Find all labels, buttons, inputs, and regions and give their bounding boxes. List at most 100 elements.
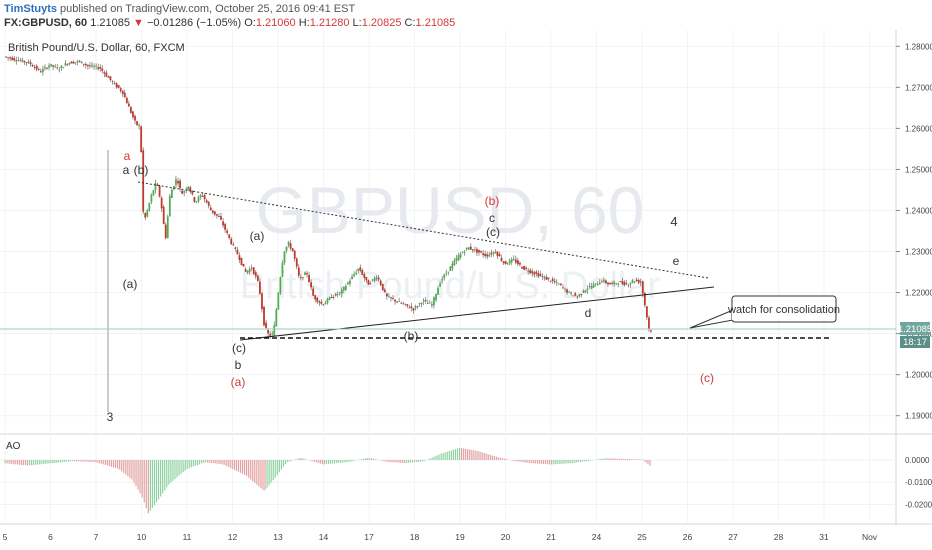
candle-body [619, 281, 622, 282]
candle-body [588, 286, 591, 288]
candle-body [416, 306, 419, 308]
candle-body [355, 272, 358, 275]
time-tick-label: 13 [273, 532, 283, 542]
candle-body [545, 276, 548, 280]
callout-box[interactable] [731, 295, 837, 323]
down-arrow-icon: ▼ [133, 17, 144, 29]
candle-body [306, 273, 308, 275]
candle-body [168, 195, 171, 217]
candle-body [82, 63, 85, 65]
candle-body [175, 179, 177, 185]
candle-body [576, 296, 579, 298]
candle-body [181, 190, 184, 194]
candle-body [345, 285, 347, 290]
wave-label: 3 [107, 410, 114, 424]
candle-body [84, 64, 87, 66]
candle-body [615, 283, 618, 285]
candle-body [457, 255, 460, 261]
time-scale[interactable] [0, 525, 932, 550]
candle-body [154, 182, 157, 191]
candle-body [437, 288, 439, 295]
candle-body [209, 207, 212, 211]
candle-body [480, 250, 482, 253]
ao-pane[interactable] [0, 436, 896, 524]
time-tick-label: 18 [410, 532, 420, 542]
candle-body [142, 150, 145, 212]
price-pane[interactable] [0, 30, 896, 434]
candle-body [183, 191, 186, 193]
candle-body [611, 283, 613, 284]
candle-body [46, 68, 48, 69]
candle-body [7, 57, 9, 59]
time-tick-label: 14 [319, 532, 329, 542]
candle-body [234, 247, 237, 249]
candle-body [232, 244, 235, 246]
watermark-name: British Pound/U.S. Dollar [240, 265, 661, 307]
upper-trendline[interactable] [137, 181, 709, 279]
ao-scale[interactable]: 0.0000 -0.0100 -0.0200 [0, 456, 932, 509]
candle-body [105, 72, 108, 77]
candle-body [218, 216, 220, 218]
candle-body [353, 274, 355, 277]
candle-body [562, 287, 564, 289]
price-scale[interactable]: 1.28000 1.27000 1.26000 1.25000 1.24000 1.230… [896, 42, 932, 421]
candle-body [439, 283, 441, 287]
time-tick-label: 25 [637, 532, 647, 542]
candle-body [256, 275, 259, 281]
candle-body [549, 280, 552, 282]
candle-body [179, 180, 181, 189]
candle-body [369, 282, 372, 284]
candle-body [478, 249, 480, 253]
candle-body [201, 195, 204, 197]
candle-body [365, 277, 368, 281]
candle-body [461, 252, 464, 254]
candle-body [29, 62, 32, 65]
candle-body [54, 66, 57, 67]
candle-body [519, 262, 521, 265]
wave-label: a [124, 149, 131, 163]
candle-body [109, 76, 112, 81]
grid [0, 30, 896, 524]
candle-body [625, 283, 628, 285]
candle-body [121, 90, 124, 95]
candle-body [273, 325, 276, 336]
candle-body [349, 280, 351, 284]
candle-body [402, 303, 405, 305]
published-text: published on TradingView.com, October 25… [60, 3, 356, 15]
candle-body [134, 115, 136, 121]
candle-body [553, 280, 556, 283]
candle-body [639, 281, 642, 283]
candle-body [566, 289, 568, 293]
candle-body [265, 322, 267, 328]
candle-body [367, 279, 370, 286]
author-link[interactable]: TimStuyts [4, 3, 57, 15]
close-value: 1.21085 [415, 17, 456, 29]
chart-area[interactable]: 1.28000 1.27000 1.26000 1.25000 1.24000 1.230… [0, 30, 932, 550]
ao-label: AO [6, 441, 21, 452]
last-price-tag-text: 1.21085 [898, 324, 932, 335]
candle-body [261, 293, 263, 310]
wave-label: (a) [250, 229, 265, 243]
candle-body [144, 212, 147, 218]
lower-trendline[interactable] [239, 286, 715, 341]
candle-body [33, 67, 36, 68]
candle-body [547, 277, 550, 279]
candle-body [543, 276, 546, 279]
candle-body [299, 276, 302, 278]
candle-body [578, 294, 581, 297]
time-tick-label: 11 [183, 532, 192, 542]
wave-label: b [235, 358, 242, 372]
candle-body [130, 107, 132, 113]
candle-body [390, 297, 392, 299]
candle-body [263, 306, 265, 326]
candle-body [107, 76, 110, 78]
candle-body [455, 258, 458, 261]
candle-body [236, 249, 239, 255]
candle-body [293, 250, 296, 259]
symbol-label[interactable]: FX:GBPUSD, 60 [4, 17, 88, 29]
candle-body [433, 297, 435, 306]
candle-body [357, 268, 360, 271]
candle-body [637, 280, 640, 283]
candle-body [500, 257, 503, 261]
candle-body [363, 274, 366, 279]
